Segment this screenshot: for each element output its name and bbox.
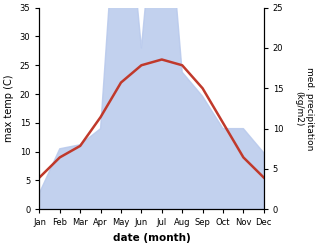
Y-axis label: max temp (C): max temp (C) <box>4 75 14 142</box>
X-axis label: date (month): date (month) <box>113 233 190 243</box>
Y-axis label: med. precipitation
(kg/m2): med. precipitation (kg/m2) <box>294 67 314 150</box>
